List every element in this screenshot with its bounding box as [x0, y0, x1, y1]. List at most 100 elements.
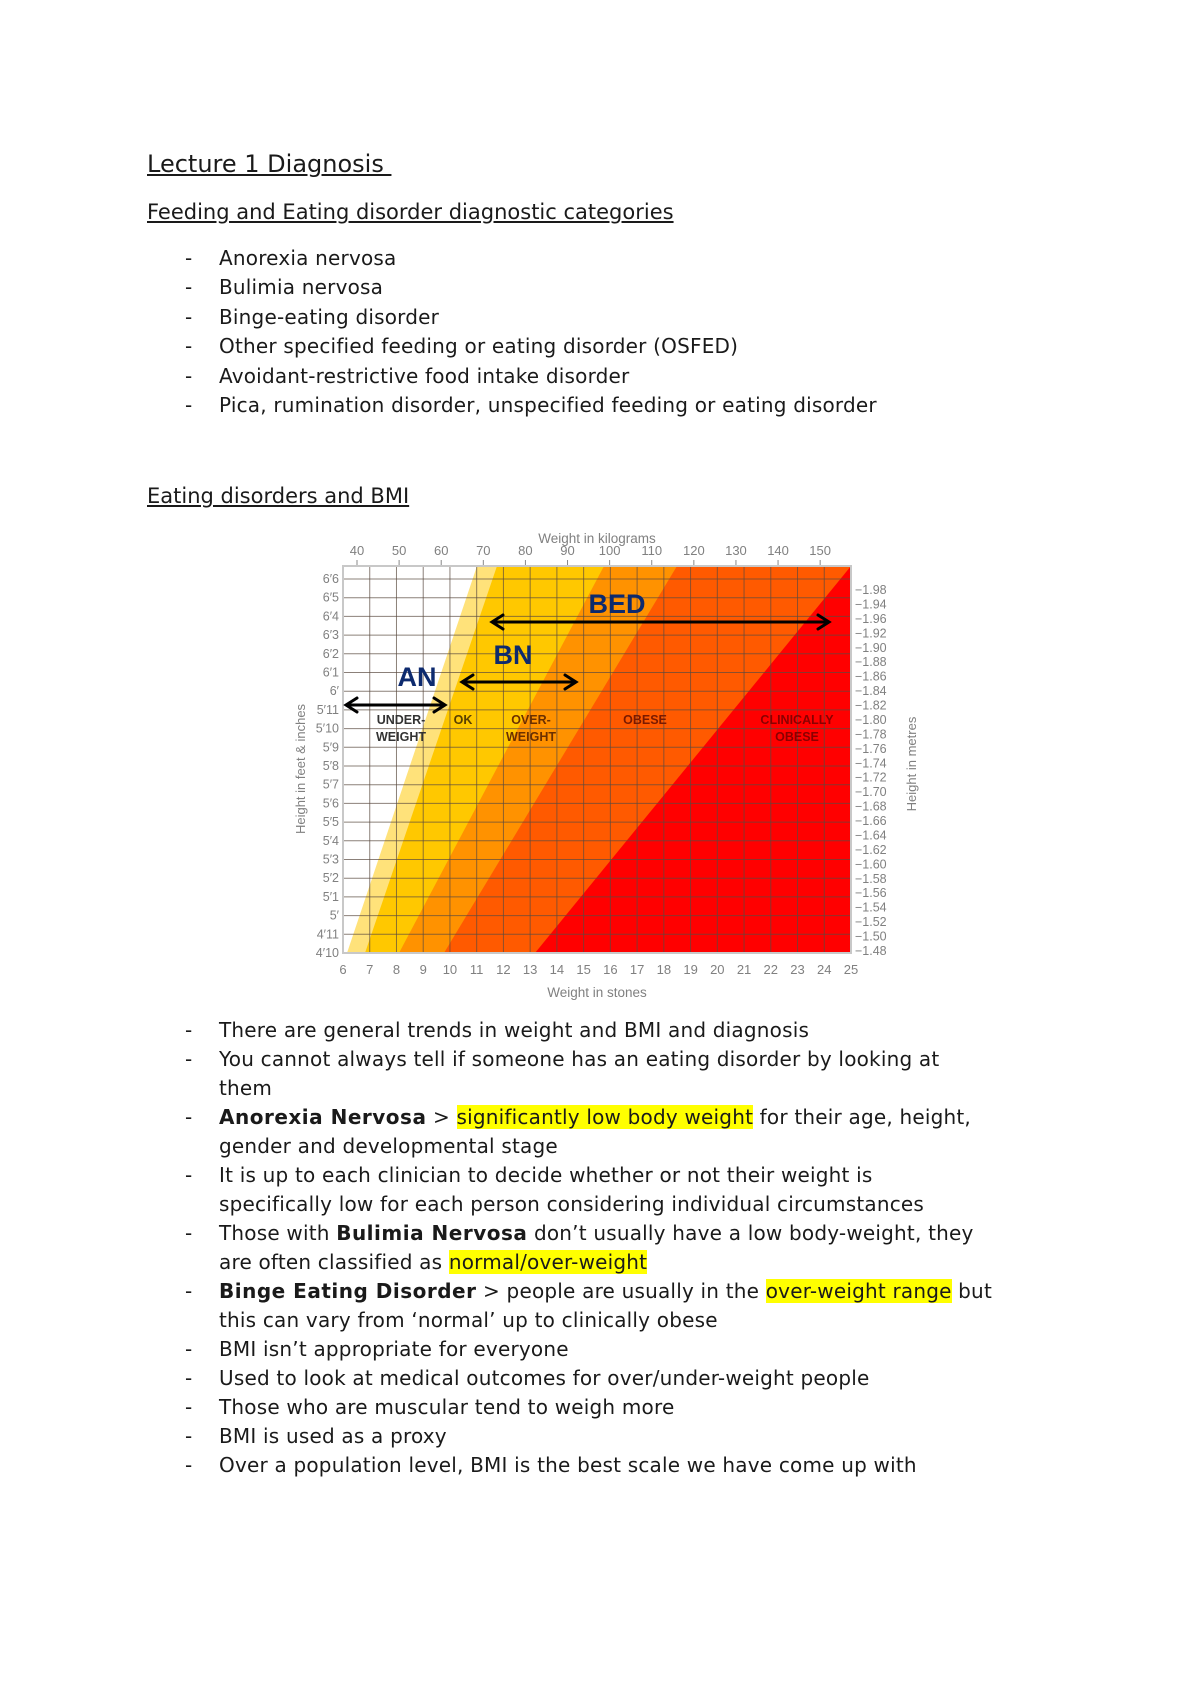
- y-tick-label-feet: 6′1: [323, 666, 339, 680]
- list-item: - Pica, rumination disorder, unspecified …: [185, 391, 877, 420]
- list-item-line: BMI is used as a proxy: [219, 1422, 992, 1451]
- x-tick-label-stones: 21: [737, 962, 751, 977]
- list-item: - BMI isn’t appropriate for everyone: [185, 1335, 992, 1364]
- list-item-text: Pica, rumination disorder, unspecified f…: [219, 393, 877, 418]
- y-tick-label-feet: 6′2: [323, 647, 339, 661]
- x-axis-title-stones: Weight in stones: [547, 985, 647, 1000]
- x-tick-label-stones: 13: [523, 962, 537, 977]
- y-tick-label-metres: −1.56: [855, 886, 887, 900]
- bed-label: BED: [588, 589, 645, 619]
- text-segment: BMI is used as a proxy: [219, 1423, 447, 1448]
- list-item-line: Anorexia Nervosa > significantly low bod…: [219, 1103, 992, 1132]
- text-segment: but: [951, 1278, 992, 1303]
- text-segment: > people are usually in the: [476, 1278, 766, 1303]
- list-item-line: Those with Bulimia Nervosa don’t usually…: [219, 1219, 992, 1248]
- y-tick-label-metres: −1.94: [855, 597, 887, 611]
- list-item-text: Avoidant-restrictive food intake disorde…: [219, 363, 630, 388]
- y-tick-label-metres: −1.64: [855, 828, 887, 842]
- bullet-dash: -: [185, 1046, 193, 1071]
- zone-label: OBESE: [623, 713, 667, 727]
- text-segment: for their age, height,: [753, 1104, 971, 1129]
- y-tick-label-feet: 5′2: [323, 871, 339, 885]
- arrow-head-right: [563, 673, 579, 691]
- x-tick-label-stones: 10: [443, 962, 457, 977]
- y-tick-label-feet: 5′: [330, 909, 340, 923]
- zone-label: OVER-: [511, 713, 551, 727]
- y-tick-label-metres: −1.50: [855, 930, 887, 944]
- list-item: - Anorexia nervosa: [185, 244, 877, 273]
- y-tick-label-metres: −1.70: [855, 785, 887, 799]
- y-tick-label-metres: −1.82: [855, 699, 887, 713]
- bn-arrow: [459, 673, 579, 691]
- categories-list: - Anorexia nervosa - Bulimia nervosa - Binge-…: [185, 244, 877, 420]
- zone-label: OBESE: [775, 730, 819, 744]
- bed-arrow: [489, 613, 832, 631]
- x-tick-label-kg: 50: [392, 543, 406, 558]
- x-tick-label-kg: 130: [725, 543, 747, 558]
- y-tick-label-feet: 6′3: [323, 628, 339, 642]
- list-item: - Bulimia nervosa: [185, 273, 877, 302]
- y-axis-title-metres: Height in metres: [904, 716, 919, 811]
- highlighted-text: significantly low body weight: [456, 1104, 754, 1129]
- bullet-dash: -: [185, 1336, 193, 1361]
- y-tick-label-metres: −1.62: [855, 843, 887, 857]
- y-tick-label-metres: −1.98: [855, 583, 887, 597]
- x-tick-label-stones: 9: [420, 962, 427, 977]
- list-item-line: Those who are muscular tend to weigh mor…: [219, 1393, 992, 1422]
- x-tick-label-stones: 19: [683, 962, 697, 977]
- y-tick-label-feet: 5′10: [316, 722, 339, 736]
- y-tick-label-feet: 5′7: [323, 778, 339, 792]
- bullet-dash: -: [185, 393, 193, 418]
- x-tick-label-stones: 6: [339, 962, 346, 977]
- list-item: - Used to look at medical outcomes for ov…: [185, 1364, 992, 1393]
- y-tick-label-feet: 6′6: [323, 572, 339, 586]
- bold-text: Bulimia Nervosa: [336, 1220, 528, 1245]
- text-segment: You cannot always tell if someone has an…: [219, 1046, 940, 1071]
- x-tick-label-stones: 12: [496, 962, 510, 977]
- x-tick-label-kg: 70: [476, 543, 490, 558]
- x-tick-label-stones: 14: [550, 962, 564, 977]
- x-tick-label-kg: 120: [683, 543, 705, 558]
- bullet-dash: -: [185, 1017, 193, 1042]
- list-item: - Those with Bulimia Nervosa don’t usuall…: [185, 1219, 992, 1277]
- y-tick-label-metres: −1.86: [855, 670, 887, 684]
- bold-text: Binge Eating Disorder: [219, 1278, 477, 1303]
- y-tick-label-feet: 5′9: [323, 740, 339, 754]
- y-tick-label-metres: −1.92: [855, 626, 887, 640]
- an-arrow: [343, 696, 448, 714]
- list-item: - Binge Eating Disorder > people are usua…: [185, 1277, 992, 1335]
- bullet-dash: -: [185, 1162, 193, 1187]
- y-tick-label-feet: 5′5: [323, 815, 339, 829]
- text-segment: Over a population level, BMI is the best…: [219, 1452, 917, 1477]
- plot-border: [342, 565, 852, 954]
- bmi-notes-list: - There are general trends in weight and …: [185, 1016, 992, 1480]
- x-axis-title-kg: Weight in kilograms: [538, 531, 656, 546]
- list-item: - There are general trends in weight and …: [185, 1016, 992, 1045]
- list-item-line: Over a population level, BMI is the best…: [219, 1451, 992, 1480]
- list-item-line: this can vary from ‘normal’ up to clinic…: [219, 1306, 992, 1335]
- y-tick-label-feet: 6′4: [323, 609, 339, 623]
- list-item-text: Other specified feeding or eating disord…: [219, 334, 739, 359]
- bn-label: BN: [494, 640, 533, 670]
- list-item-line: Used to look at medical outcomes for ove…: [219, 1364, 992, 1393]
- x-tick-label-stones: 18: [657, 962, 671, 977]
- x-tick-label-stones: 25: [844, 962, 858, 977]
- bullet-dash: -: [185, 275, 193, 300]
- y-tick-label-metres: −1.74: [855, 756, 887, 770]
- text-segment: It is up to each clinician to decide whe…: [219, 1162, 873, 1187]
- bold-text: Anorexia Nervosa: [219, 1104, 427, 1129]
- y-tick-label-metres: −1.48: [855, 944, 887, 958]
- x-tick-label-stones: 23: [790, 962, 804, 977]
- x-tick-label-kg: 140: [767, 543, 789, 558]
- arrow-head-left: [489, 613, 505, 631]
- list-item-line: Binge Eating Disorder > people are usual…: [219, 1277, 992, 1306]
- text-segment: don’t usually have a low body-weight, th…: [527, 1220, 974, 1245]
- bullet-dash: -: [185, 1220, 193, 1245]
- x-tick-label-kg: 90: [560, 543, 574, 558]
- x-tick-label-stones: 7: [366, 962, 373, 977]
- y-tick-label-feet: 5′1: [323, 890, 339, 904]
- y-tick-label-feet: 5′6: [323, 796, 339, 810]
- bullet-dash: -: [185, 1423, 193, 1448]
- zone-label: WEIGHT: [506, 730, 556, 744]
- list-item: - Avoidant-restrictive food intake disord…: [185, 362, 877, 391]
